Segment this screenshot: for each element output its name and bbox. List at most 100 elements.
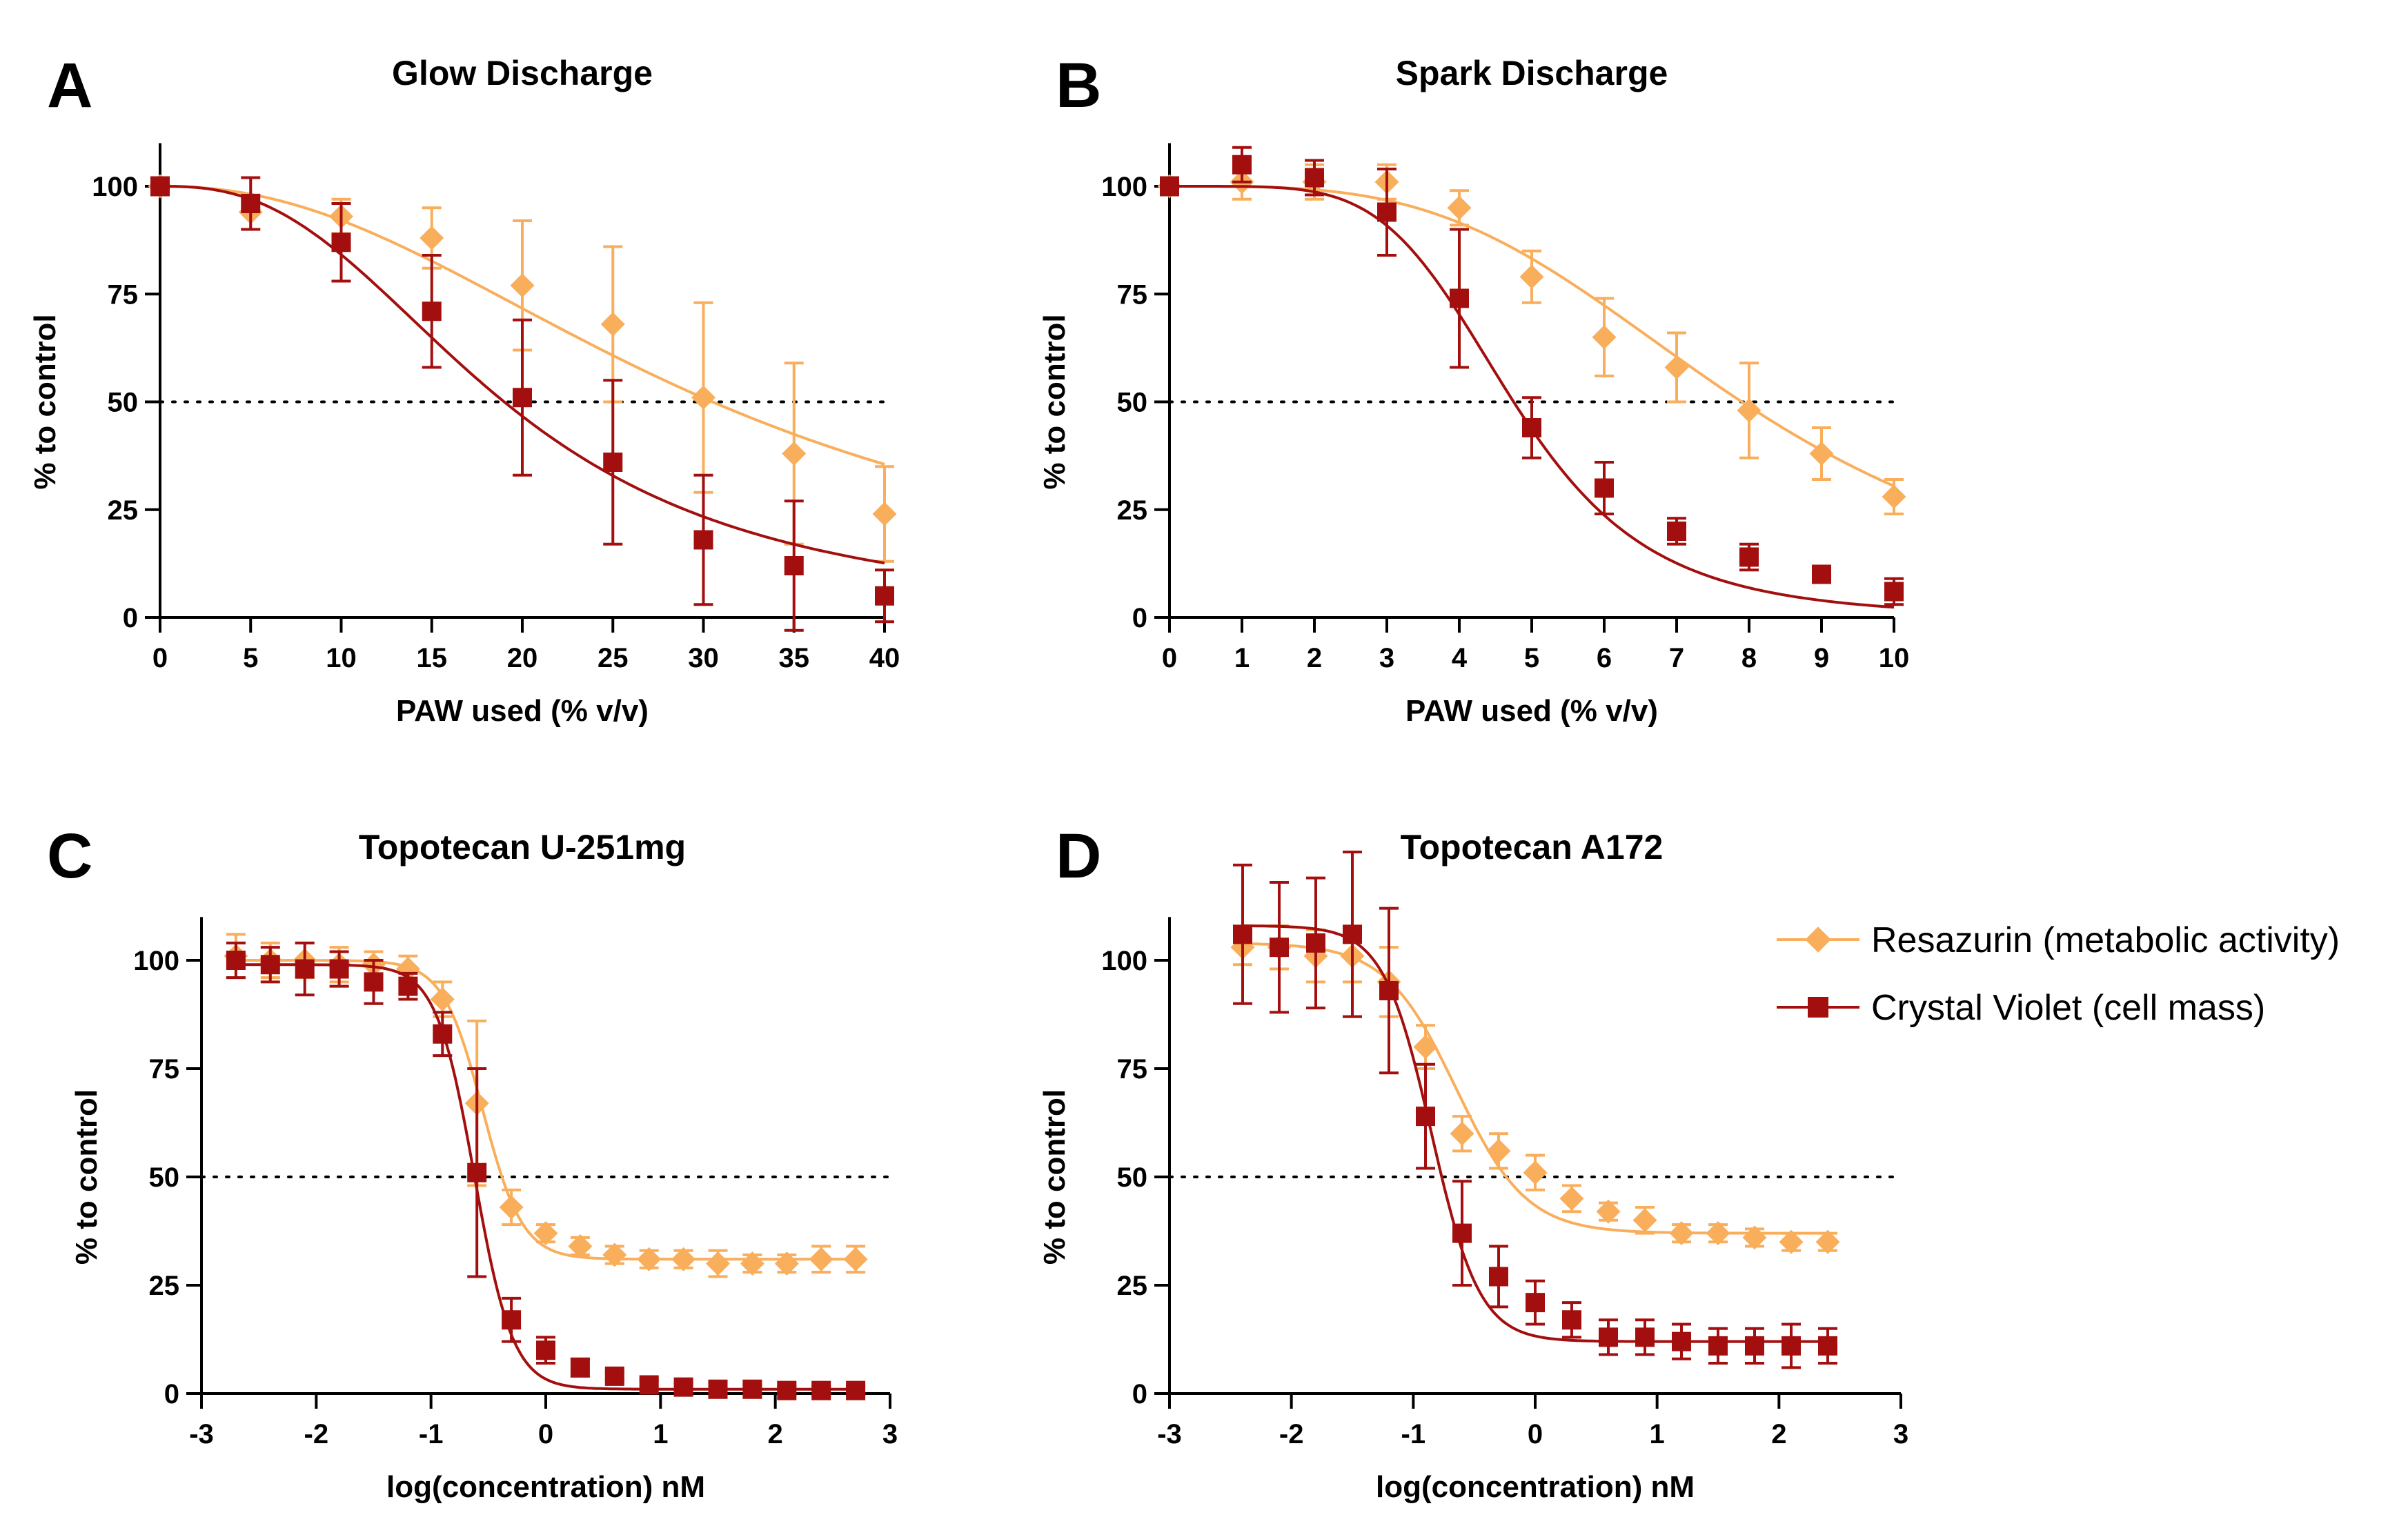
data-point bbox=[1450, 288, 1469, 308]
x-tick-label: 25 bbox=[598, 643, 629, 673]
data-point bbox=[1522, 418, 1541, 437]
legend-marker-diamond bbox=[1805, 926, 1831, 953]
y-tick-label: 75 bbox=[149, 1054, 180, 1084]
y-tick-label: 25 bbox=[1117, 495, 1148, 526]
y-tick-label: 100 bbox=[1101, 172, 1147, 202]
x-tick-label: 1 bbox=[653, 1419, 668, 1449]
data-point bbox=[693, 530, 713, 550]
data-point bbox=[1882, 484, 1906, 509]
y-axis-label: % to control bbox=[70, 1089, 103, 1265]
x-tick-label: 2 bbox=[768, 1419, 783, 1449]
x-axis-label: log(concentration) nM bbox=[1376, 1470, 1695, 1504]
data-point bbox=[1562, 1310, 1581, 1330]
data-point bbox=[777, 1380, 797, 1400]
data-point bbox=[241, 194, 261, 213]
panel-letter: D bbox=[1056, 821, 1101, 891]
y-tick-label: 100 bbox=[92, 172, 138, 202]
data-point bbox=[1782, 1336, 1801, 1356]
data-point bbox=[364, 972, 384, 992]
data-point bbox=[774, 1251, 799, 1276]
data-point bbox=[782, 442, 807, 466]
panel-b: B Spark Discharge 0 25 50 75 100 0 1 2 3 4 5 6 7 8 9 10 PA… bbox=[1038, 50, 1909, 728]
data-point bbox=[1452, 1223, 1472, 1243]
data-point bbox=[260, 955, 280, 975]
data-point bbox=[1489, 1267, 1508, 1287]
y-tick-label: 25 bbox=[108, 495, 139, 526]
data-point bbox=[691, 385, 716, 410]
data-point bbox=[1739, 547, 1759, 567]
data-point bbox=[1664, 355, 1689, 379]
y-tick-label: 75 bbox=[108, 279, 139, 310]
data-point bbox=[809, 1247, 833, 1271]
chart-title: Topotecan U-251mg bbox=[359, 828, 686, 866]
data-point bbox=[1672, 1331, 1691, 1351]
y-tick-label: 50 bbox=[149, 1162, 180, 1193]
data-point bbox=[603, 453, 623, 472]
x-tick-label: 3 bbox=[1379, 643, 1394, 673]
data-point bbox=[1306, 933, 1325, 953]
x-tick-label: 0 bbox=[1528, 1419, 1543, 1449]
data-point bbox=[398, 976, 418, 996]
legend-label-resazurin: Resazurin (metabolic activity) bbox=[1871, 920, 2340, 960]
data-point bbox=[533, 1221, 558, 1246]
x-axis-label: log(concentration) nM bbox=[386, 1470, 705, 1504]
data-point bbox=[1486, 1138, 1511, 1163]
data-point bbox=[708, 1379, 728, 1399]
data-point bbox=[1450, 1121, 1474, 1146]
data-point bbox=[1160, 177, 1179, 196]
data-point bbox=[1596, 1199, 1621, 1224]
legend-label-crystal-violet: Crystal Violet (cell mass) bbox=[1871, 988, 2265, 1028]
y-tick-label: 75 bbox=[1117, 279, 1148, 310]
data-point bbox=[671, 1247, 696, 1271]
x-tick-label: 9 bbox=[1814, 643, 1829, 673]
data-point bbox=[1812, 564, 1831, 584]
data-point bbox=[1305, 168, 1324, 188]
data-point bbox=[843, 1247, 868, 1271]
x-tick-label: 7 bbox=[1669, 643, 1684, 673]
series-resazurin bbox=[1230, 924, 1840, 1254]
data-point bbox=[329, 959, 349, 979]
data-point bbox=[295, 959, 315, 979]
x-tick-label: -2 bbox=[1279, 1419, 1304, 1449]
panel-letter: B bbox=[1056, 50, 1101, 121]
data-point bbox=[536, 1340, 555, 1360]
y-tick-label: 100 bbox=[133, 946, 179, 976]
data-point bbox=[1416, 1107, 1435, 1127]
x-tick-label: 40 bbox=[869, 643, 900, 673]
y-axis-label: % to control bbox=[1038, 314, 1072, 489]
data-point bbox=[1818, 1336, 1837, 1356]
data-point bbox=[1413, 1035, 1438, 1060]
y-axis-label: % to control bbox=[28, 314, 62, 489]
data-point bbox=[430, 987, 455, 1012]
data-point bbox=[740, 1251, 764, 1276]
x-tick-label: -1 bbox=[419, 1419, 444, 1449]
fit-curve bbox=[235, 959, 856, 1261]
data-point bbox=[422, 301, 442, 321]
x-tick-label: 0 bbox=[1162, 643, 1177, 673]
data-point bbox=[1343, 924, 1362, 944]
x-axis-label: PAW used (% v/v) bbox=[396, 694, 649, 728]
data-point bbox=[1884, 582, 1904, 602]
data-point bbox=[872, 502, 897, 526]
data-point bbox=[1232, 155, 1252, 175]
data-point bbox=[1270, 938, 1289, 958]
y-tick-label: 0 bbox=[1132, 1379, 1147, 1409]
x-tick-label: -3 bbox=[189, 1419, 214, 1449]
panel-d: D Topotecan A172 0 25 50 75 100 -3 -2 -1 0 1 2 3 log(c… bbox=[1038, 821, 1908, 1504]
x-tick-label: 1 bbox=[1650, 1419, 1665, 1449]
data-point bbox=[1599, 1327, 1618, 1347]
data-point bbox=[875, 586, 894, 606]
data-point bbox=[637, 1247, 662, 1271]
data-point bbox=[811, 1380, 831, 1400]
x-tick-label: 1 bbox=[1234, 643, 1250, 673]
data-point bbox=[673, 1377, 693, 1397]
data-point bbox=[1526, 1293, 1545, 1313]
data-point bbox=[1815, 1229, 1840, 1254]
data-point bbox=[1595, 478, 1614, 498]
series-resazurin bbox=[224, 933, 868, 1278]
data-point bbox=[1632, 1208, 1657, 1233]
chart-title: Glow Discharge bbox=[392, 54, 653, 92]
x-tick-label: 4 bbox=[1452, 643, 1468, 673]
x-tick-label: 3 bbox=[882, 1419, 898, 1449]
